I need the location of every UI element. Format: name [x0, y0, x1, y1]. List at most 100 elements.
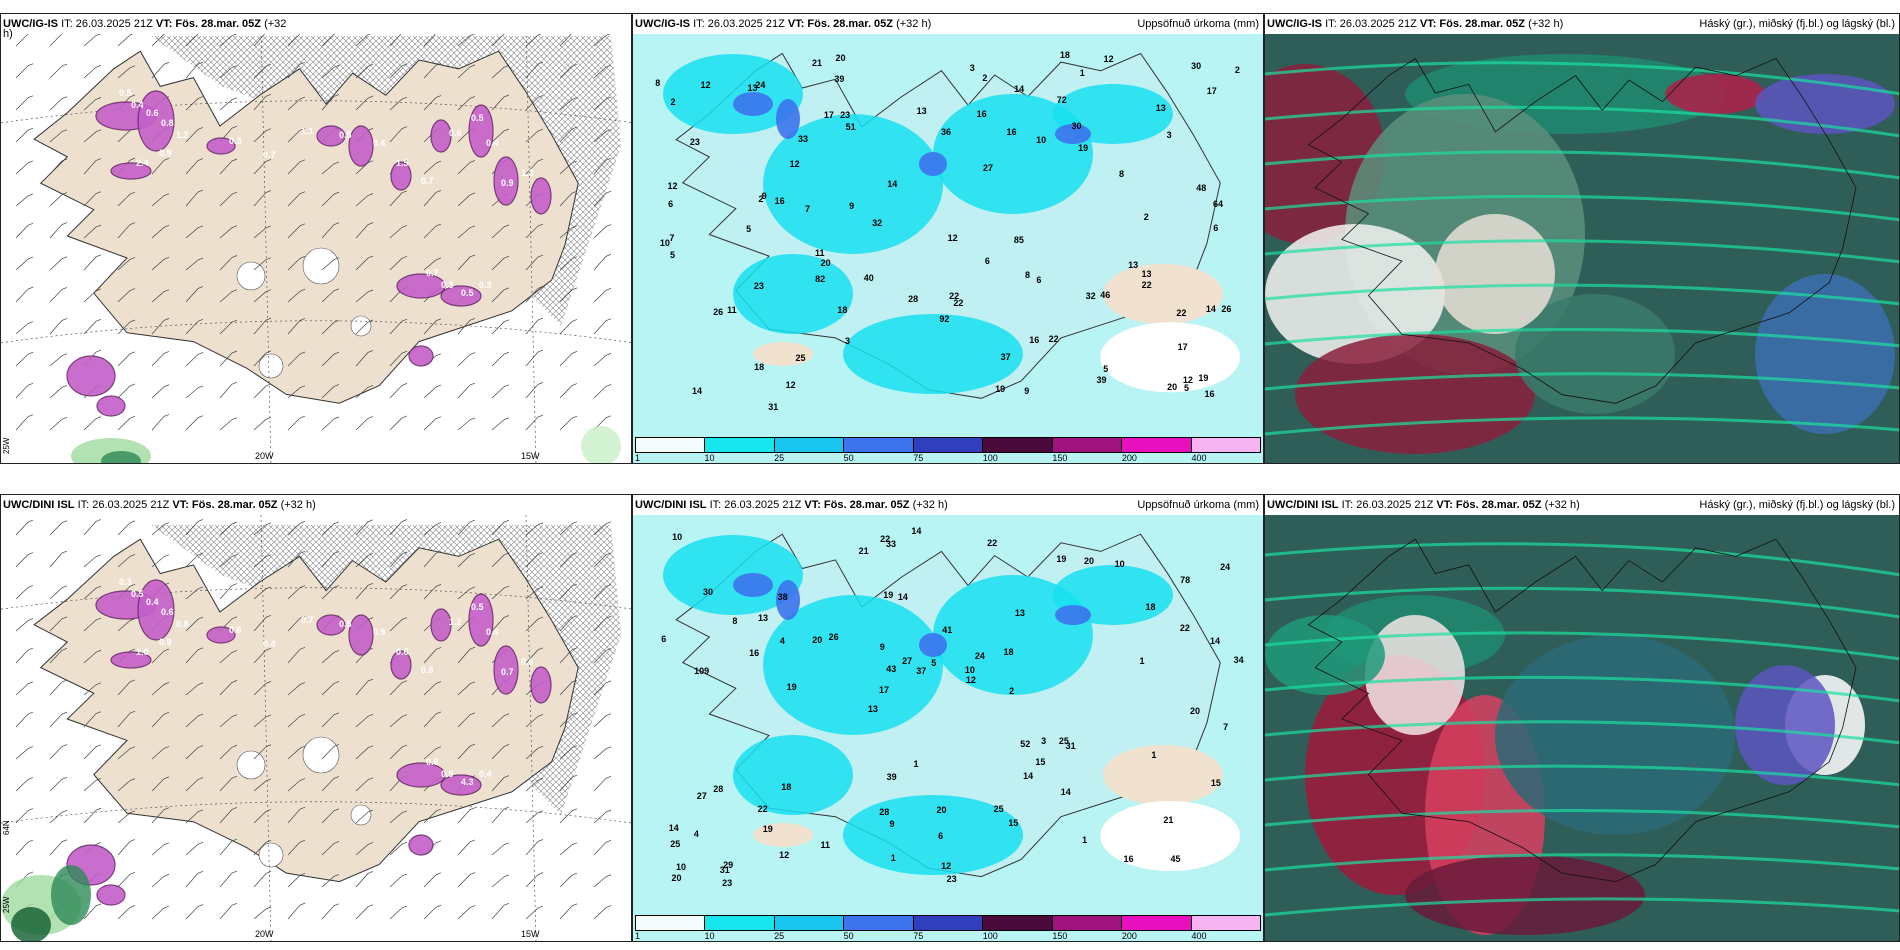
wind-barb [151, 318, 170, 335]
precip-value: 20 [1190, 705, 1201, 716]
colorbar-tick: 1 [635, 931, 641, 941]
precip-value: 109 [694, 666, 710, 677]
wind-barb [253, 906, 272, 920]
precip-value: 1 [913, 758, 919, 769]
precip-value: 24 [1220, 562, 1231, 573]
precip-value: 20 [835, 52, 846, 63]
precip-value: 32 [872, 218, 883, 229]
wind-barb [253, 871, 272, 888]
wind-barb [185, 777, 204, 792]
wind-barb [49, 679, 68, 696]
cloud-contour [1265, 720, 1899, 745]
precip-value: 12 [1103, 53, 1114, 64]
wind-barb [49, 287, 68, 303]
wind-barb [287, 806, 306, 824]
precip-value: 12 [965, 675, 976, 686]
wind-barb [83, 649, 102, 664]
wind-barb [49, 222, 68, 239]
snow-area [110, 651, 152, 669]
wind-barb [151, 384, 170, 399]
wind-barb [457, 96, 476, 111]
wind-barb [491, 585, 510, 600]
wind-barb [559, 190, 578, 207]
glacier-patch [258, 353, 284, 379]
precip-value: 1 [1082, 834, 1088, 845]
wind-barb [287, 646, 306, 664]
wind-barb [185, 519, 204, 536]
precip-value: 11 [820, 840, 830, 851]
wind-barb [49, 711, 68, 728]
wind-barb [83, 807, 102, 824]
precip-value: 14 [1023, 771, 1034, 782]
precip-value: 10 [1036, 135, 1047, 146]
wind-barb [491, 224, 510, 239]
wind-barb [321, 808, 340, 824]
snow-value-label: 0.3 [229, 136, 242, 146]
wind-barb [253, 839, 272, 856]
wind-barb [15, 223, 34, 239]
precip-value: 20 [1084, 556, 1095, 567]
wind-barb [49, 744, 68, 760]
snow-value-label: 0.8 [161, 118, 174, 128]
wind-barb [117, 257, 136, 271]
wind-barb [593, 287, 612, 303]
wind-barb [287, 839, 306, 856]
wind-barb [355, 416, 374, 431]
wind-barb [287, 551, 306, 568]
wind-barb [321, 191, 340, 207]
wind-barb [491, 615, 510, 632]
wind-barb [253, 417, 272, 431]
colorbar-swatch [844, 438, 914, 452]
panel-precip-dini: UWC/DINI ISL IT: 26.03.2025 21Z VT: Fös.… [632, 494, 1264, 942]
wind-barb [287, 385, 306, 399]
wind-barb [117, 416, 136, 431]
snow-value-label: 1.5 [396, 158, 409, 168]
precip-value: 3 [1166, 129, 1172, 140]
dry-area [753, 342, 813, 366]
precip-value: 19 [1198, 373, 1209, 384]
wind-barb [389, 318, 408, 335]
colorbar-swatch [636, 916, 706, 930]
wind-barb [15, 321, 34, 335]
wind-barb [219, 417, 238, 431]
precip-value: 78 [1180, 574, 1191, 585]
cloud-contour [1265, 328, 1899, 348]
wind-barb [525, 552, 544, 568]
colorbar-swatch [1052, 916, 1123, 930]
colorbar-swatch [983, 438, 1053, 452]
wind-barb [593, 775, 612, 792]
wind-barb [525, 839, 544, 856]
wind-barb [49, 318, 68, 335]
cloud-contour [1265, 194, 1899, 222]
snow-value-label: 0.6 [146, 108, 159, 118]
wind-barb [423, 384, 442, 399]
wind-barb [389, 126, 408, 143]
precip-value: 6 [668, 198, 674, 209]
wind-barb [423, 190, 442, 207]
cloud-contour [1265, 853, 1899, 872]
snow-area [430, 119, 452, 153]
precip-value: 15 [1035, 756, 1046, 767]
wind-barb [593, 648, 612, 664]
graticule-line [260, 515, 272, 941]
wind-barb [559, 872, 578, 888]
wind-barb [593, 33, 612, 47]
snow-value-label: 0.5 [471, 602, 484, 612]
snow-value-label: 0.9 [501, 178, 514, 188]
snow-area [530, 666, 552, 704]
wind-barb [423, 318, 442, 335]
precip-value: 23 [840, 110, 851, 121]
panel-clouds-igis: UWC/IG-IS IT: 26.03.2025 21Z VT: Fös. 28… [1264, 13, 1900, 464]
precip-value: 13 [916, 106, 927, 117]
wind-barb [219, 902, 238, 920]
wind-barb [321, 521, 340, 536]
precip-value: 26 [828, 632, 839, 643]
wind-barb [15, 63, 34, 79]
cloud-contour [1265, 372, 1899, 391]
precip-value: 20 [820, 257, 831, 268]
colorbar-tick: 75 [913, 453, 924, 463]
wind-barb [457, 33, 476, 47]
wind-barb [559, 647, 578, 664]
precip-area-10 [733, 254, 853, 334]
wind-barb [185, 352, 204, 367]
